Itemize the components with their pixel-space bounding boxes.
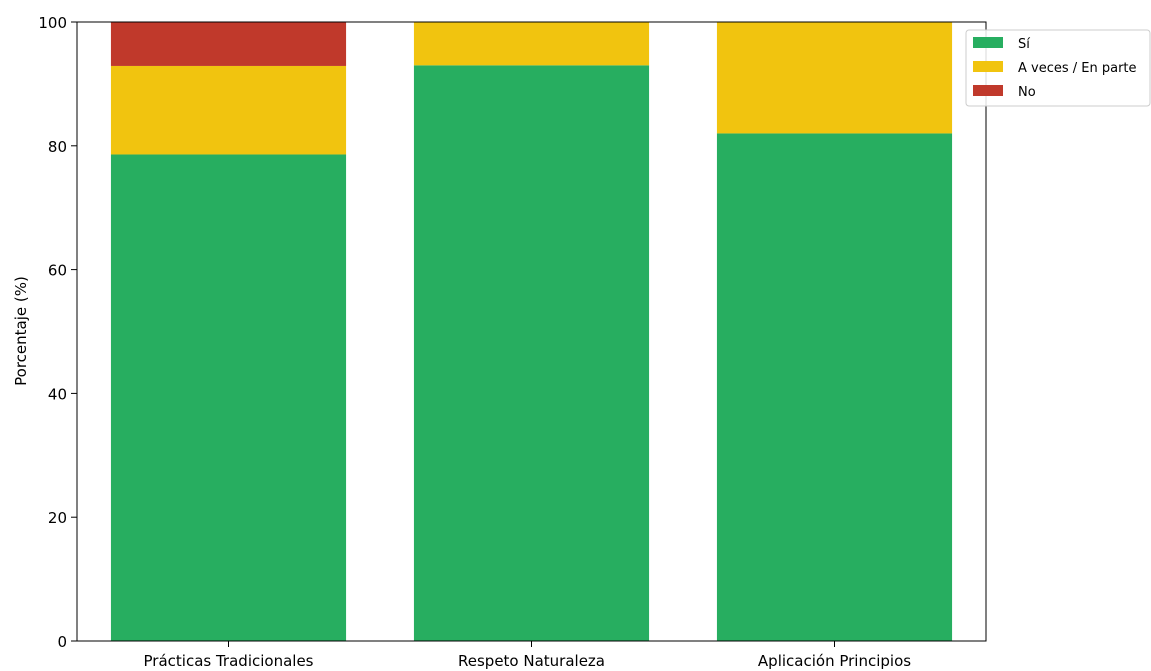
x-tick-label: Respeto Naturaleza (458, 652, 605, 670)
x-axis: Prácticas Tradicionales Respeto Naturalez… (144, 641, 911, 670)
y-tick-label: 0 (57, 633, 67, 651)
legend-label: A veces / En parte (1018, 61, 1137, 76)
bars-group (110, 22, 953, 642)
y-axis-label: Porcentaje (%) (12, 276, 30, 386)
bar-1-2 (413, 65, 650, 641)
bar-1-1 (110, 154, 347, 641)
bar-2-2 (413, 22, 650, 66)
y-tick-label: 80 (48, 138, 67, 156)
x-tick-label: Prácticas Tradicionales (144, 652, 314, 670)
y-tick-label: 40 (48, 385, 67, 403)
legend-swatch (973, 37, 1003, 48)
legend-swatch (973, 85, 1003, 96)
x-tick-label: Aplicación Principios (758, 652, 911, 670)
bar-2-3 (716, 22, 953, 134)
bar-2-1 (110, 65, 347, 155)
legend-label: Sí (1018, 37, 1030, 52)
bar-1-3 (716, 133, 953, 642)
y-axis: 0 20 40 60 80 100 (38, 14, 77, 651)
legend-frame (965, 29, 1151, 107)
y-tick-label: 60 (48, 262, 67, 280)
legend-swatch (973, 61, 1003, 72)
y-tick-label: 100 (38, 14, 67, 32)
legend: Sí A veces / En parte No (965, 29, 1151, 107)
bar-3-1 (110, 22, 347, 66)
legend-label: No (1018, 85, 1036, 100)
y-tick-label: 20 (48, 509, 67, 527)
